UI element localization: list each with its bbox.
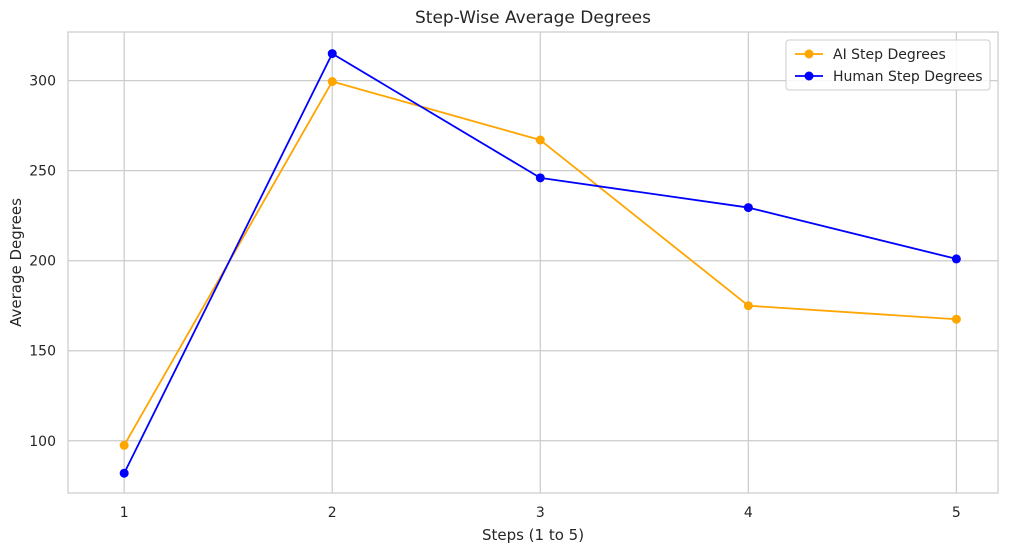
x-axis-label: Steps (1 to 5): [482, 526, 584, 544]
y-tick-label: 250: [29, 164, 56, 180]
x-tick-label: 5: [952, 505, 961, 521]
data-point: [743, 301, 753, 311]
data-point: [743, 203, 753, 213]
x-tick-label: 1: [120, 505, 129, 521]
series-human-step-degrees: [119, 49, 961, 478]
data-point: [119, 440, 129, 450]
x-tick-label: 3: [536, 505, 545, 521]
y-axis-label: Average Degrees: [7, 198, 25, 327]
y-tick-label: 300: [29, 74, 56, 90]
y-tick-label: 100: [29, 434, 56, 450]
y-tick-label: 200: [29, 254, 56, 270]
data-point: [951, 314, 961, 324]
tick-labels: 1 2 3 4 5 100 150 200 250 300: [29, 74, 961, 521]
data-point: [535, 173, 545, 183]
chart-title: Step-Wise Average Degrees: [415, 8, 651, 28]
legend-item: AI Step Degrees: [795, 47, 946, 63]
legend-marker: [804, 71, 814, 81]
y-tick-label: 150: [29, 344, 56, 360]
data-point: [119, 468, 129, 478]
x-tick-label: 2: [328, 505, 337, 521]
data-point: [327, 77, 337, 87]
legend-label: AI Step Degrees: [833, 47, 946, 63]
legend-marker: [804, 49, 814, 59]
legend-box: [785, 39, 991, 91]
x-tick-label: 4: [744, 505, 753, 521]
plot-frame: [67, 31, 999, 494]
series-ai-step-degrees: [119, 77, 961, 450]
legend: AI Step Degrees Human Step Degrees: [785, 39, 991, 91]
legend-label: Human Step Degrees: [833, 69, 983, 85]
series-lines: [119, 49, 961, 478]
data-point: [535, 135, 545, 145]
data-point: [951, 254, 961, 264]
data-point: [327, 49, 337, 59]
legend-item: Human Step Degrees: [795, 69, 983, 85]
